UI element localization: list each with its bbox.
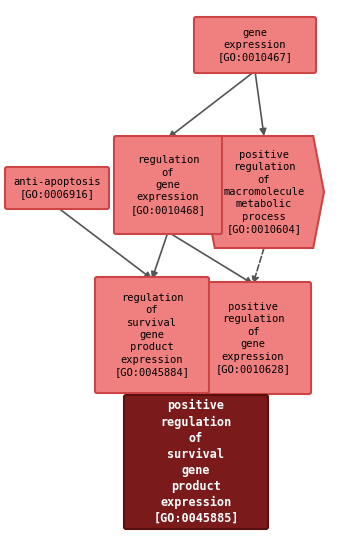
FancyBboxPatch shape	[5, 167, 109, 209]
FancyBboxPatch shape	[124, 395, 268, 529]
Text: gene
expression
[GO:0010467]: gene expression [GO:0010467]	[217, 28, 292, 63]
FancyBboxPatch shape	[194, 17, 316, 73]
Polygon shape	[204, 136, 324, 248]
Text: positive
regulation
of
gene
expression
[GO:0010628]: positive regulation of gene expression […	[215, 302, 290, 374]
Text: positive
regulation
of
macromolecule
metabolic
process
[GO:0010604]: positive regulation of macromolecule met…	[223, 150, 305, 234]
Text: positive
regulation
of
survival
gene
product
expression
[GO:0045885]: positive regulation of survival gene pro…	[153, 399, 239, 524]
FancyBboxPatch shape	[114, 136, 222, 234]
Text: regulation
of
gene
expression
[GO:0010468]: regulation of gene expression [GO:001046…	[130, 155, 205, 215]
Text: anti-apoptosis
[GO:0006916]: anti-apoptosis [GO:0006916]	[13, 177, 101, 199]
FancyBboxPatch shape	[95, 277, 209, 393]
Text: regulation
of
survival
gene
product
expression
[GO:0045884]: regulation of survival gene product expr…	[115, 293, 190, 377]
FancyBboxPatch shape	[195, 282, 311, 394]
